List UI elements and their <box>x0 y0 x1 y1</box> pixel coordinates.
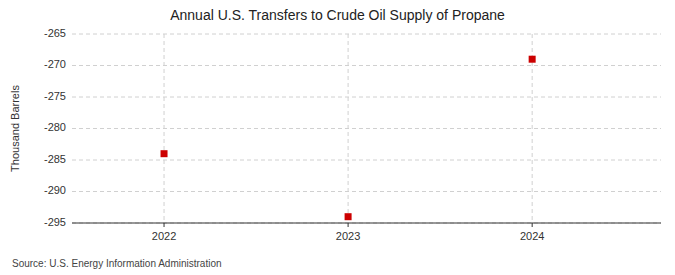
y-tick-label: -270 <box>44 58 66 70</box>
chart-container: -265 -270 -275 -280 -285 -290 -295 2022 2023 2024… <box>0 0 675 275</box>
y-axis-label: Thousand Barrels <box>9 85 21 172</box>
y-grid-line <box>72 128 661 129</box>
y-tick-label: -285 <box>44 153 66 165</box>
y-tick-label: -295 <box>44 216 66 228</box>
y-tick-label: -280 <box>44 121 66 133</box>
x-axis: 2022 2023 2024 <box>152 223 545 242</box>
point <box>529 56 536 63</box>
y-tick-label: -290 <box>44 184 66 196</box>
x-tick <box>164 223 165 227</box>
point <box>345 213 352 220</box>
y-axis: -265 -270 -275 -280 -285 -290 -295 <box>44 27 66 228</box>
title: Annual U.S. Transfers to Crude Oil Suppl… <box>170 7 505 23</box>
y-tick-label: -275 <box>44 90 66 102</box>
chart-svg: -265 -270 -275 -280 -285 -290 -295 2022 2023 2024… <box>0 0 675 275</box>
x-tick <box>348 223 349 227</box>
point <box>161 150 168 157</box>
x-axis-line <box>72 223 661 224</box>
marks <box>161 56 536 221</box>
x-grid-line <box>348 34 349 223</box>
x-tick <box>532 223 533 227</box>
x-grid-line <box>164 34 165 223</box>
x-tick-label: 2024 <box>520 230 544 242</box>
y-grid-line <box>72 97 661 98</box>
x-tick-label: 2023 <box>336 230 360 242</box>
source: Source: U.S. Energy Information Administ… <box>12 258 222 269</box>
x-tick-label: 2022 <box>152 230 176 242</box>
y-grid-line <box>72 65 661 66</box>
grid <box>72 34 661 223</box>
y-grid-line <box>72 191 661 192</box>
y-grid-line <box>72 160 661 161</box>
y-grid-line <box>72 223 661 224</box>
y-tick-label: -265 <box>44 27 66 39</box>
y-grid-line <box>72 34 661 35</box>
